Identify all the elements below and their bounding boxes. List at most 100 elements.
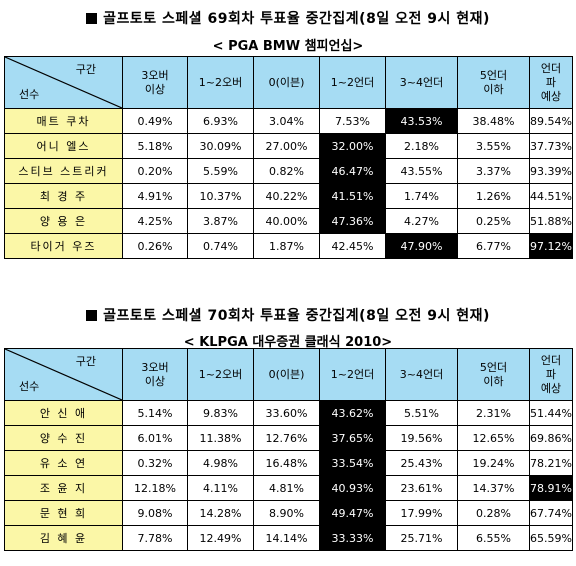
- value-cell: 5.14%: [122, 400, 188, 426]
- value-cell: 0.74%: [187, 233, 254, 259]
- square-bullet-icon: [86, 13, 98, 24]
- column-header: 3~4언더: [385, 348, 458, 401]
- player-name-cell: 양 용 은: [4, 208, 123, 234]
- player-name-cell: 안 신 애: [4, 400, 123, 426]
- vote-table: 구간 선수 3오버 이상 1~2오버 0(이븐) 1~2언더 3~4언더 5언더 이하 언더 파…: [4, 56, 573, 259]
- player-name-cell: 조 윤 지: [4, 475, 123, 501]
- value-cell: 65.59%: [529, 525, 573, 551]
- value-cell: 1.87%: [253, 233, 320, 259]
- corner-label-player: 선수: [19, 380, 40, 393]
- table-row: 문 현 희 9.08% 14.28% 8.90% 49.47% 17.99% 0.28% 67…: [4, 500, 573, 526]
- value-cell: 0.82%: [253, 158, 320, 184]
- highlighted-value-cell: 40.93%: [319, 475, 386, 501]
- value-cell: 17.99%: [385, 500, 458, 526]
- value-cell: 69.86%: [529, 425, 573, 451]
- value-cell: 38.48%: [457, 108, 530, 134]
- table-row: 양 용 은 4.25% 3.87% 40.00% 47.36% 4.27% 0.25% 51.…: [4, 208, 573, 234]
- corner-label-player: 선수: [19, 88, 40, 101]
- column-header: 5언더 이하: [457, 56, 530, 109]
- value-cell: 51.44%: [529, 400, 573, 426]
- value-cell: 14.14%: [253, 525, 320, 551]
- table-row: 최 경 주 4.91% 10.37% 40.22% 41.51% 1.74% 1.26% 44…: [4, 183, 573, 209]
- player-name-cell: 어니 엘스: [4, 133, 123, 159]
- title-text: 골프토토 스페셜 69회차 투표율 중간집계(8일 오전 9시 현재): [103, 11, 490, 27]
- value-cell: 0.49%: [122, 108, 188, 134]
- value-cell: 2.18%: [385, 133, 458, 159]
- vote-table: 구간 선수 3오버 이상 1~2오버 0(이븐) 1~2언더 3~4언더 5언더 이하 언더 파…: [4, 348, 573, 551]
- column-header: 3오버 이상: [122, 348, 188, 401]
- header-row: 구간 선수 3오버 이상 1~2오버 0(이븐) 1~2언더 3~4언더 5언더 이하 언더 파…: [4, 348, 573, 401]
- value-cell: 6.77%: [457, 233, 530, 259]
- value-cell: 4.11%: [187, 475, 254, 501]
- highlighted-value-cell: 46.47%: [319, 158, 386, 184]
- value-cell: 23.61%: [385, 475, 458, 501]
- value-cell: 9.83%: [187, 400, 254, 426]
- highlighted-value-cell: 78.91%: [529, 475, 573, 501]
- square-bullet-icon: [86, 310, 98, 321]
- value-cell: 33.60%: [253, 400, 320, 426]
- table-row: 타이거 우즈 0.26% 0.74% 1.87% 42.45% 47.90% 6.77% 97…: [4, 233, 573, 259]
- player-name-cell: 최 경 주: [4, 183, 123, 209]
- column-header: 1~2오버: [187, 56, 254, 109]
- value-cell: 25.43%: [385, 450, 458, 476]
- value-cell: 42.45%: [319, 233, 386, 259]
- highlighted-value-cell: 37.65%: [319, 425, 386, 451]
- value-cell: 11.38%: [187, 425, 254, 451]
- column-header: 1~2언더: [319, 56, 386, 109]
- header-row: 구간 선수 3오버 이상 1~2오버 0(이븐) 1~2언더 3~4언더 5언더 이하 언더 파…: [4, 56, 573, 109]
- highlighted-value-cell: 47.36%: [319, 208, 386, 234]
- value-cell: 3.37%: [457, 158, 530, 184]
- value-cell: 16.48%: [253, 450, 320, 476]
- value-cell: 6.01%: [122, 425, 188, 451]
- column-header: 0(이븐): [253, 348, 320, 401]
- player-name-cell: 유 소 연: [4, 450, 123, 476]
- table-row: 조 윤 지 12.18% 4.11% 4.81% 40.93% 23.61% 14.37% 7…: [4, 475, 573, 501]
- value-cell: 0.32%: [122, 450, 188, 476]
- value-cell: 4.27%: [385, 208, 458, 234]
- highlighted-value-cell: 33.33%: [319, 525, 386, 551]
- value-cell: 25.71%: [385, 525, 458, 551]
- value-cell: 8.90%: [253, 500, 320, 526]
- value-cell: 19.24%: [457, 450, 530, 476]
- highlighted-value-cell: 33.54%: [319, 450, 386, 476]
- value-cell: 5.59%: [187, 158, 254, 184]
- value-cell: 37.73%: [529, 133, 573, 159]
- value-cell: 93.39%: [529, 158, 573, 184]
- value-cell: 4.91%: [122, 183, 188, 209]
- diagonal-divider-icon: [5, 349, 122, 400]
- value-cell: 44.51%: [529, 183, 573, 209]
- column-header: 5언더 이하: [457, 348, 530, 401]
- highlighted-value-cell: 43.53%: [385, 108, 458, 134]
- section-title: 골프토토 스페셜 70회차 투표율 중간집계(8일 오전 9시 현재): [0, 305, 576, 325]
- value-cell: 40.22%: [253, 183, 320, 209]
- highlighted-value-cell: 97.12%: [529, 233, 573, 259]
- table-row: 안 신 애 5.14% 9.83% 33.60% 43.62% 5.51% 2.31% 51.…: [4, 400, 573, 426]
- player-name-cell: 양 수 진: [4, 425, 123, 451]
- value-cell: 27.00%: [253, 133, 320, 159]
- highlighted-value-cell: 47.90%: [385, 233, 458, 259]
- value-cell: 78.21%: [529, 450, 573, 476]
- player-name-cell: 스티브 스트리커: [4, 158, 123, 184]
- section-title: 골프토토 스페셜 69회차 투표율 중간집계(8일 오전 9시 현재): [0, 8, 576, 28]
- value-cell: 4.25%: [122, 208, 188, 234]
- value-cell: 0.20%: [122, 158, 188, 184]
- value-cell: 2.31%: [457, 400, 530, 426]
- diagonal-divider-icon: [5, 57, 122, 108]
- value-cell: 3.04%: [253, 108, 320, 134]
- highlighted-value-cell: 43.62%: [319, 400, 386, 426]
- column-header: 언더 파 예상: [529, 56, 573, 109]
- value-cell: 1.74%: [385, 183, 458, 209]
- value-cell: 14.37%: [457, 475, 530, 501]
- table-row: 스티브 스트리커 0.20% 5.59% 0.82% 46.47% 43.55% 3.37%…: [4, 158, 573, 184]
- column-header: 1~2언더: [319, 348, 386, 401]
- corner-label-range: 구간: [75, 355, 96, 368]
- player-name-cell: 김 혜 윤: [4, 525, 123, 551]
- value-cell: 43.55%: [385, 158, 458, 184]
- value-cell: 0.25%: [457, 208, 530, 234]
- value-cell: 10.37%: [187, 183, 254, 209]
- value-cell: 6.55%: [457, 525, 530, 551]
- value-cell: 12.76%: [253, 425, 320, 451]
- section-subtitle: < PGA BMW 챔피언십>: [212, 39, 364, 54]
- column-header: 0(이븐): [253, 56, 320, 109]
